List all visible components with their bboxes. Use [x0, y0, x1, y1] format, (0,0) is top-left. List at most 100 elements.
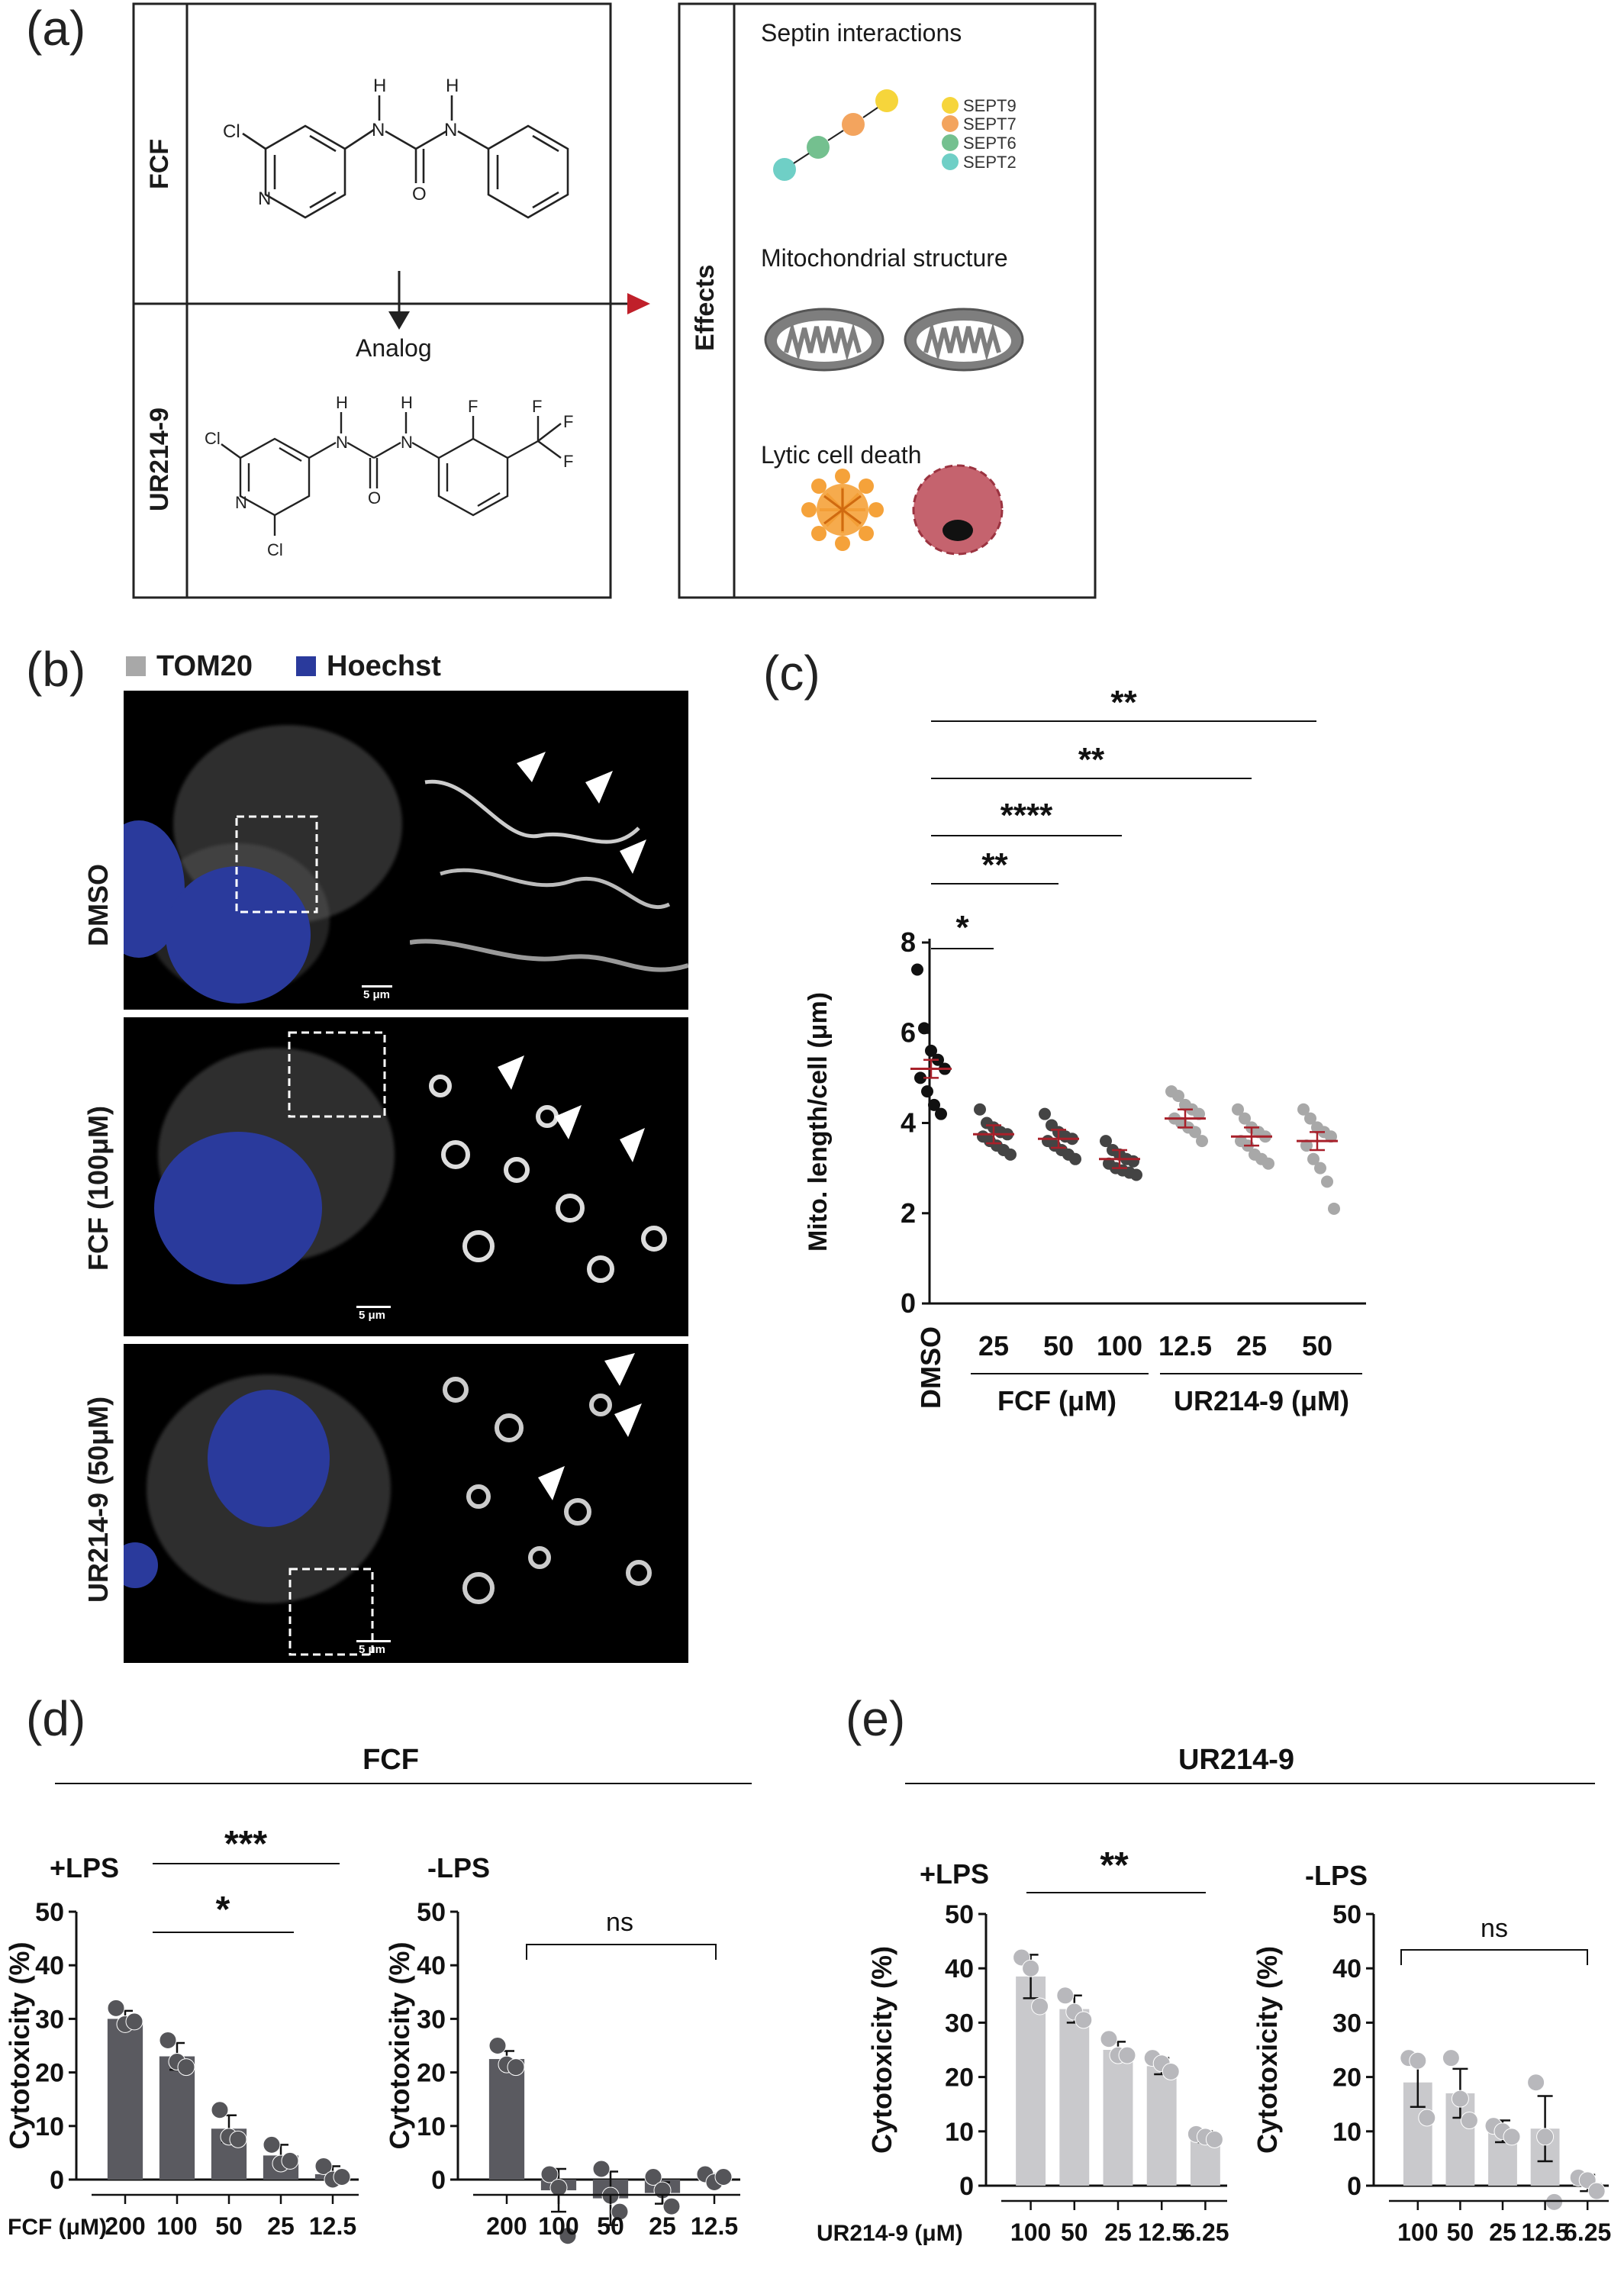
analog-label: Analog	[356, 334, 432, 362]
e-plus-bar-3	[1146, 2066, 1177, 2186]
ur-atom-n: N	[235, 493, 247, 512]
c-point-5-9	[1262, 1157, 1274, 1170]
c-point-0-1	[918, 1022, 930, 1035]
e-minus-ytick-label-0: 0	[1347, 2172, 1361, 2201]
d-plus-point-3-2	[281, 2151, 299, 2170]
effects-box	[678, 2, 1097, 599]
e-minus-point-1-0	[1442, 2049, 1460, 2067]
fcf-atom-n2: N	[372, 120, 385, 140]
micrograph-ur-zoom	[410, 1344, 688, 1663]
d-plus-xtick-label-3: 25	[267, 2212, 295, 2240]
c-point-6-9	[1328, 1202, 1340, 1215]
e-minus-point-4-2	[1587, 2182, 1606, 2200]
e-plus-xaxis-title: UR214-9 (μM)	[817, 2221, 963, 2246]
c-ylabel: Mito. length/cell (μm)	[804, 992, 833, 1252]
d-minus-ytick-label-0: 0	[431, 2166, 446, 2195]
d-plus-xtick-label-1: 100	[156, 2212, 197, 2240]
ur-atom-h1: H	[336, 393, 348, 412]
d-plus-ytick-label-5: 50	[35, 1898, 64, 1927]
d-minus-ytick-label-5: 50	[417, 1898, 446, 1927]
c-point-0-8	[935, 1107, 947, 1120]
fcf-atom-o: O	[412, 184, 427, 205]
c-point-4-1	[1172, 1090, 1184, 1103]
c-ytick-label-4: 8	[901, 926, 916, 958]
d-plus-point-2-0	[211, 2101, 229, 2119]
c-point-6-4	[1325, 1130, 1337, 1143]
e-plus-ytick-label-1: 10	[945, 2118, 974, 2147]
lytic-title: Lytic cell death	[761, 441, 922, 469]
fcf-atom-n: N	[258, 188, 271, 209]
ur-atom-o: O	[368, 488, 381, 508]
d-minus-ytick-label-4: 40	[417, 1951, 446, 1980]
c-sig-label-0: **	[1110, 684, 1137, 721]
ur-atom-h2: H	[401, 393, 413, 412]
c-group2-label: UR214-9 (μM)	[1174, 1385, 1349, 1416]
septin-legend: SEPT9 SEPT7 SEPT6 SEPT2	[942, 96, 1017, 172]
septin-title: Septin interactions	[761, 19, 962, 47]
d-minus-ytick-label-3: 30	[417, 2005, 446, 2034]
e-plus-xtick-label-4: 6.25	[1181, 2218, 1229, 2246]
e-plus-xtick-label-2: 25	[1104, 2218, 1132, 2246]
d-minus-xtick-label-3: 25	[649, 2212, 676, 2240]
e-plus-point-0-2	[1031, 1997, 1049, 2016]
e-minus-point-1-1	[1451, 2090, 1469, 2108]
e-plus-point-0-1	[1022, 1959, 1040, 1977]
c-point-6-5	[1300, 1139, 1313, 1152]
e-minus-point-3-1	[1536, 2128, 1555, 2146]
e-minus-xtick-label-4: 6.25	[1564, 2218, 1611, 2246]
micrograph-fcf-zoom	[410, 1017, 688, 1336]
septin-chain	[773, 89, 898, 181]
c-point-2-9	[1069, 1152, 1081, 1165]
micrograph-ur-full: 5 μm	[124, 1344, 410, 1663]
e-plus-ytick-label-0: 0	[959, 2172, 974, 2201]
d-minus-point-3-0	[644, 2167, 662, 2186]
c-point-3-9	[1130, 1168, 1142, 1181]
c-sig-label-1: **	[1078, 741, 1105, 778]
ur-atom-f4: F	[563, 452, 573, 471]
d-minus-point-4-2	[714, 2167, 733, 2186]
d-plus-ylabel: Cytotoxicity (%)	[4, 1941, 35, 2149]
panel-b-letter: (b)	[26, 642, 86, 697]
ur-atom-f1: F	[468, 397, 478, 416]
fcf-atom-cl: Cl	[223, 121, 240, 142]
e-minus-point-3-0	[1527, 2074, 1545, 2092]
e-minus-xtick-label-3: 12.5	[1521, 2218, 1568, 2246]
c-point-5-0	[1232, 1103, 1244, 1116]
d-plus-point-0-0	[107, 1999, 125, 2017]
e-minus-ylabel: Cytotoxicity (%)	[1252, 1946, 1283, 2154]
e-plus-bar-2	[1103, 2050, 1133, 2186]
e-sig-label-1: ns	[1481, 1914, 1508, 1943]
e-minus-xtick-label-2: 25	[1489, 2218, 1516, 2246]
c-point-4-9	[1196, 1135, 1208, 1148]
c-ytick-label-2: 4	[901, 1107, 916, 1139]
e-minus-condition-label: -LPS	[1305, 1860, 1368, 1891]
fcf-atom-h1: H	[373, 76, 386, 96]
e-minus-xtick-label-0: 100	[1397, 2218, 1438, 2246]
d-plus-point-1-2	[177, 2058, 195, 2077]
sept9-bead	[875, 89, 898, 112]
micrograph-fcf-full: 5 μm	[124, 1017, 410, 1336]
scale-label-1: 5 μm	[363, 988, 391, 1001]
d-plus-point-1-0	[159, 2031, 177, 2049]
d-plus-point-4-2	[333, 2167, 351, 2186]
d-minus-point-0-2	[507, 2058, 525, 2077]
d-minus-bar-0	[488, 2059, 525, 2180]
c-point-6-0	[1297, 1103, 1310, 1116]
c-xtick-label-4: 12.5	[1158, 1330, 1212, 1361]
e-plus-point-1-0	[1056, 1986, 1075, 2005]
mito-length-chart: 0 2 4 6 8 Mito. length/cell (μm) DMSO 25 50 100 12…	[804, 684, 1366, 1416]
septin-legend-0: SEPT9	[963, 96, 1017, 115]
sept2-bead	[773, 158, 796, 181]
d-plus-ytick-label-0: 0	[50, 2166, 64, 2195]
e-minus-point-0-1	[1409, 2051, 1427, 2070]
e-minus-point-1-2	[1460, 2112, 1478, 2130]
sept7-bead	[842, 113, 865, 136]
d-plus-xtick-label-0: 200	[105, 2212, 145, 2240]
e-plus-xtick-label-3: 12.5	[1138, 2218, 1185, 2246]
d-minus-point-1-2	[559, 2227, 577, 2245]
d-plus-xaxis-title: FCF (μM)	[8, 2215, 107, 2240]
e-minus-xtick-label-1: 50	[1447, 2218, 1474, 2246]
d-title: FCF	[362, 1744, 419, 1776]
e-minus-ytick-label-4: 40	[1332, 1954, 1361, 1983]
